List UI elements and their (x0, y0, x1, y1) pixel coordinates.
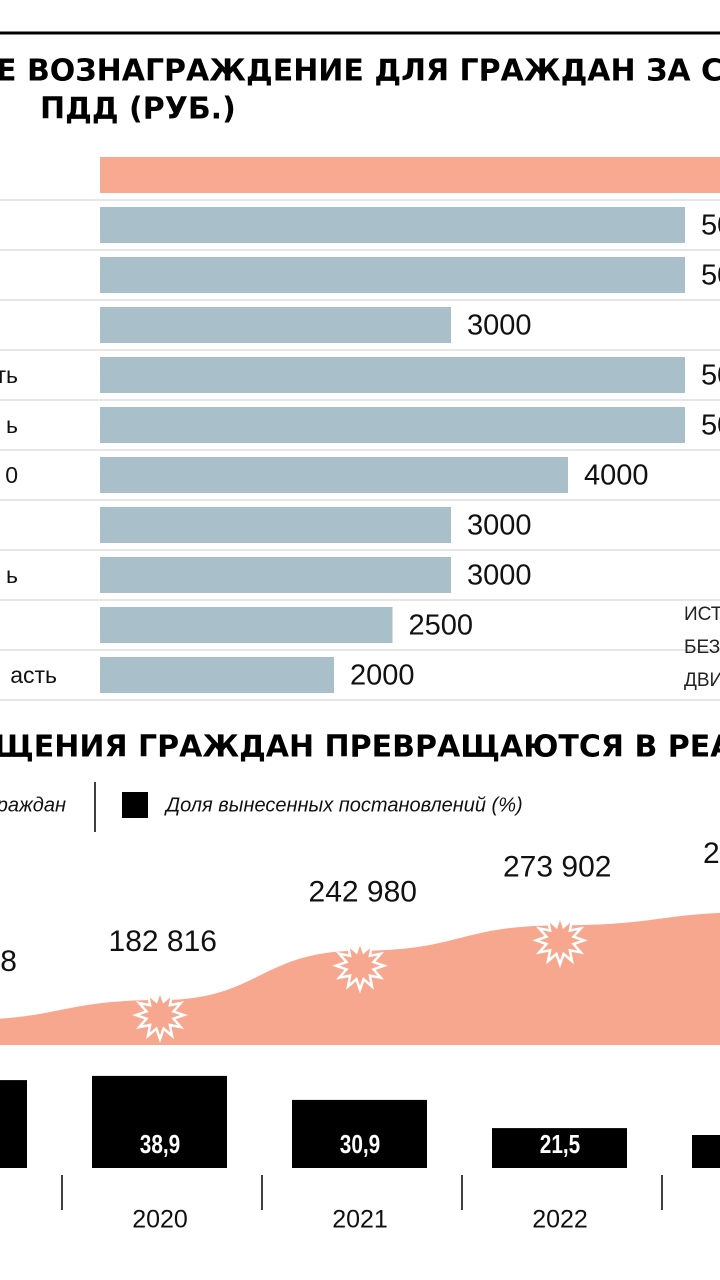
point-marker (332, 937, 388, 994)
value-label: 28 (0, 945, 17, 978)
bar (100, 457, 568, 493)
value-label: 3000 (467, 310, 532, 342)
category-label: ь (6, 412, 18, 438)
bar (100, 407, 685, 443)
value-label: 2 (703, 837, 720, 870)
bar (692, 1135, 720, 1168)
x-tick-label: 2020 (132, 1206, 188, 1234)
point-marker (132, 987, 188, 1043)
value-label: 5000 (701, 260, 720, 292)
chart-title: ПДД (РУБ.) (40, 92, 236, 127)
bar (100, 657, 334, 693)
value-label: 5000 (701, 410, 720, 442)
value-label: 5000 (701, 360, 720, 392)
bar (100, 507, 451, 543)
bar (100, 257, 685, 293)
legend-label: раждан (0, 794, 66, 816)
value-label: 5000 (701, 210, 720, 242)
value-label: 2500 (409, 610, 474, 642)
value-label: 2000 (350, 660, 415, 692)
bar (100, 607, 393, 643)
value-label: 182 816 (109, 925, 217, 958)
bar (0, 1080, 27, 1168)
x-tick-label: 2021 (332, 1206, 388, 1234)
bar (100, 157, 720, 193)
category-label: асть (10, 662, 57, 688)
source-note: ИСТ (684, 604, 720, 625)
category-label: ть (0, 362, 18, 388)
bar (292, 1099, 427, 1168)
legend-label: Доля вынесенных постановлений (%) (164, 794, 523, 816)
value-label: 273 902 (503, 850, 611, 883)
source-note: БЕЗ (684, 637, 720, 658)
chart-title: Е ВОЗНАГРАЖДЕНИЕ ДЛЯ ГРАЖДАН ЗА С (0, 54, 720, 89)
chart-title: ЩЕНИЯ ГРАЖДАН ПРЕВРАЩАЮТСЯ В РЕА (0, 730, 720, 765)
legend-swatch (122, 792, 148, 818)
value-label: 3000 (467, 510, 532, 542)
category-label: 0 (5, 462, 18, 488)
value-label: 21,5 (540, 1130, 580, 1159)
category-label: ь (6, 562, 18, 588)
x-tick-label: 2022 (532, 1206, 588, 1234)
bar (100, 207, 685, 243)
value-label: 38,9 (140, 1130, 180, 1159)
bar (100, 557, 451, 593)
value-label: 242 980 (309, 876, 417, 909)
bar (100, 357, 685, 393)
bar (92, 1075, 227, 1168)
value-label: 4000 (584, 460, 649, 492)
bar (492, 1128, 627, 1168)
point-marker (532, 912, 588, 969)
value-label: 3000 (467, 560, 532, 592)
value-label: 30,9 (340, 1130, 380, 1159)
source-note: ДВИ (684, 670, 720, 691)
bar (100, 307, 451, 343)
